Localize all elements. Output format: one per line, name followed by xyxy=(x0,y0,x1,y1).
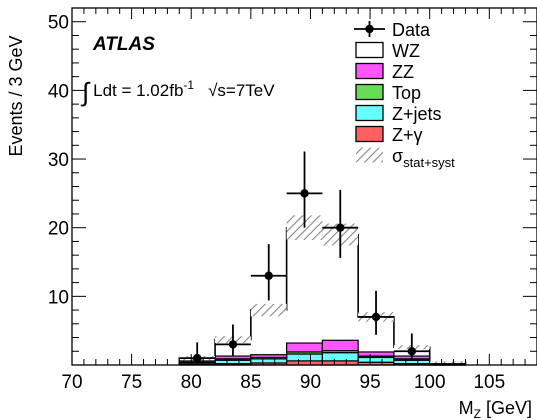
legend-zz-swatch xyxy=(355,62,384,80)
x-tick-label-100: 100 xyxy=(414,372,446,393)
data-point-5 xyxy=(371,312,381,322)
legend-zz-label: ZZ xyxy=(392,62,414,82)
stack-bar-1-3 xyxy=(286,353,323,362)
legend-sigma-swatch xyxy=(356,147,383,163)
luminosity-label: ∫ Ldt = 1.02fb-1 √s=7TeV xyxy=(80,77,275,107)
y-tick-label-30: 30 xyxy=(48,150,69,171)
data-point-4 xyxy=(336,223,345,232)
x-tick-label-90: 90 xyxy=(300,372,321,393)
axis-tick-labels: 70 75 80 85 90 95 100 105 10 20 30 40 50 xyxy=(48,13,505,393)
data-points xyxy=(179,151,430,364)
stack-bar-1-2 xyxy=(250,358,288,364)
legend-sigma-label: σstat+syst xyxy=(392,146,455,170)
legend-zg-swatch xyxy=(355,125,384,143)
stack-bar-3-2 xyxy=(250,354,288,359)
x-tick-label-75: 75 xyxy=(121,372,142,393)
legend-zg-label: Z+γ xyxy=(392,125,423,145)
y-tick-label-40: 40 xyxy=(48,81,69,102)
legend-top-label: Top xyxy=(392,83,421,103)
data-point-1 xyxy=(228,340,238,349)
y-tick-label-20: 20 xyxy=(48,219,69,240)
y-axis-title: Events / 3 GeV xyxy=(6,35,26,156)
x-tick-label-85: 85 xyxy=(240,372,261,393)
uncertainty-band-7 xyxy=(429,361,466,364)
x-tick-label-105: 105 xyxy=(473,372,505,393)
axis-ticks xyxy=(71,7,537,366)
data-point-6 xyxy=(407,347,417,356)
legend-wz-swatch xyxy=(355,41,384,59)
legend-zjets-swatch xyxy=(355,104,384,122)
stack-bar-1-4 xyxy=(321,352,359,362)
stack-bar-3-4 xyxy=(321,339,359,352)
data-point-0 xyxy=(192,353,202,363)
legend-top-swatch xyxy=(355,83,384,101)
uncertainty-band-2 xyxy=(250,303,287,317)
stack-bar-3-3 xyxy=(286,342,323,353)
legend-zjets-label: Z+jets xyxy=(392,104,442,124)
y-tick-label-50: 50 xyxy=(48,13,69,34)
y-tick-label-10: 10 xyxy=(48,287,69,308)
data-point-2 xyxy=(264,271,273,280)
x-tick-label-70: 70 xyxy=(61,372,82,393)
stack-bar-3-5 xyxy=(357,351,395,357)
legend-wz-label: WZ xyxy=(392,41,420,61)
stack-bar-1-5 xyxy=(357,356,395,363)
x-axis-title: MZ [GeV] xyxy=(459,398,532,420)
x-tick-label-95: 95 xyxy=(360,372,381,393)
legend-data-marker-dot xyxy=(365,24,374,34)
x-tick-label-80: 80 xyxy=(181,372,202,393)
data-point-3 xyxy=(300,189,309,198)
legend-data-label: Data xyxy=(392,20,431,40)
stack-bar-3-1 xyxy=(214,355,252,360)
atlas-label: ATLAS xyxy=(92,34,155,55)
